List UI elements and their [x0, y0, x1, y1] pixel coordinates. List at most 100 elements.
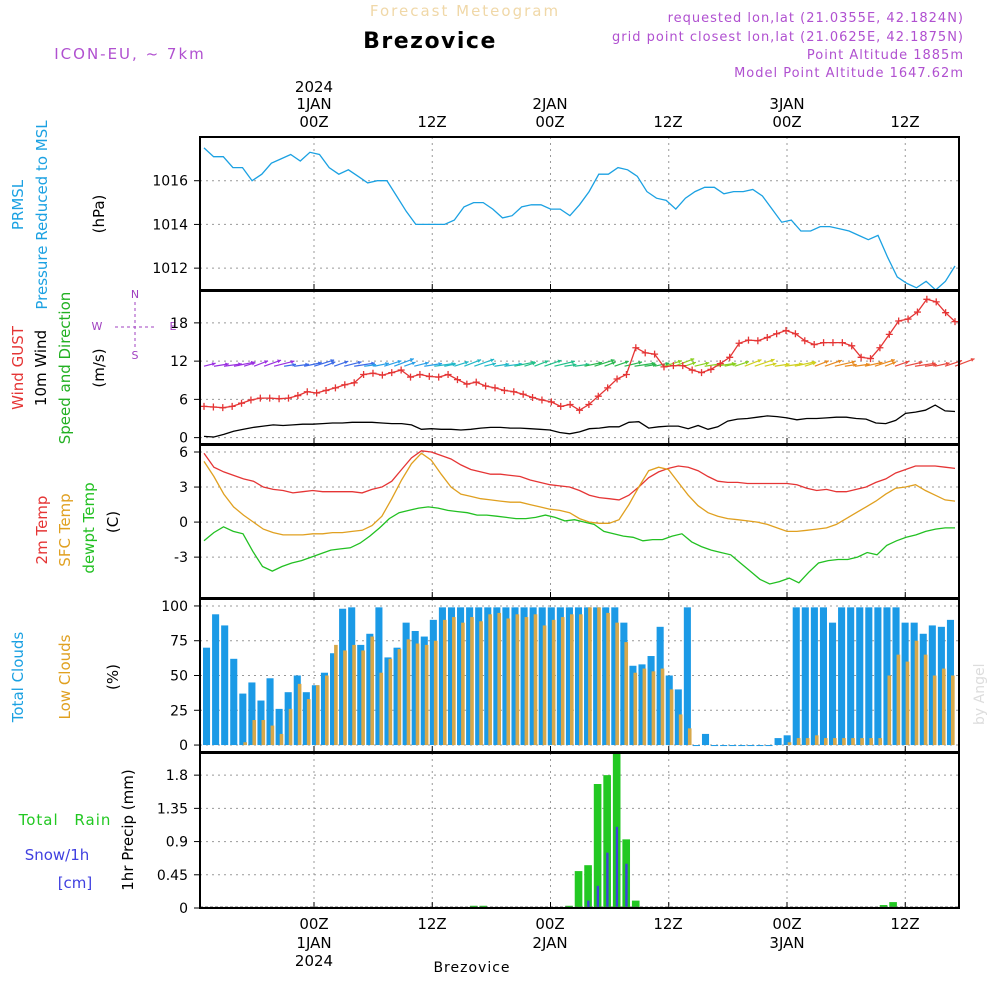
rain-bar-39 [574, 871, 583, 908]
ytick-label-p2-2: 3 [179, 480, 188, 496]
cloud-total-bar-2 [221, 625, 229, 746]
cloud-low-bar-8 [279, 733, 284, 746]
gust-point-53 [698, 369, 706, 377]
cloud-total-bar-18 [366, 633, 374, 746]
bottom-date-1: 1JAN [296, 934, 331, 952]
top-title: Forecast Meteogram [370, 2, 560, 20]
cloud-total-bar-43 [593, 607, 601, 746]
wind-dir-head-0 [211, 362, 216, 366]
cloud-low-bar-23 [415, 643, 420, 746]
panel-frame-0 [199, 136, 960, 291]
wind-dir-head-6 [277, 359, 282, 364]
top-hour-5: 00Z [772, 113, 801, 131]
wind-dir-head-69 [905, 360, 910, 365]
wind-dir-head-7 [290, 360, 295, 364]
cloud-low-bar-66 [805, 738, 810, 746]
gust-point-38 [557, 402, 565, 410]
bottom-date-3: 3JAN [769, 934, 804, 952]
gust-point-58 [744, 336, 752, 344]
cloud-total-bar-27 [447, 607, 456, 746]
gust-point-34 [519, 390, 527, 398]
cloud-total-bar-49 [647, 656, 655, 746]
gust-point-73 [885, 330, 893, 338]
ytick-label-p2-1: 0 [179, 515, 188, 531]
snow-bar-40 [587, 900, 590, 908]
winddir-label: Speed and Direction [56, 292, 74, 445]
cloud-total-bar-75 [883, 607, 891, 746]
ytick-label-p1-1: 6 [179, 392, 188, 408]
cloud-low-bar-72 [860, 738, 864, 746]
wind-dir-head-44 [652, 363, 657, 367]
cloud-total-bar-61 [756, 745, 764, 747]
cloud-total-bar-41 [574, 607, 583, 746]
gust-point-29 [472, 378, 480, 386]
top-date-3: 3JAN [769, 95, 804, 113]
cloud-low-bar-30 [479, 621, 483, 746]
ytick-label-p1-2: 12 [170, 354, 188, 370]
wind-dir-head-49 [705, 361, 710, 366]
compass-e: E [170, 320, 177, 333]
cloud-low-bar-81 [941, 668, 946, 746]
cloud-total-bar-81 [937, 626, 945, 746]
cloud-low-bar-11 [306, 699, 311, 746]
wind-dir-head-25 [464, 360, 469, 365]
gust-label: Wind GUST [9, 325, 27, 410]
gust-point-50 [669, 362, 677, 370]
wind-line-10m-wind [203, 404, 956, 438]
snow-bar-41 [596, 885, 600, 908]
gust-point-44 [613, 375, 621, 383]
pressure-label-1: PRMSL [9, 179, 27, 230]
ytick-label-p3-3: 75 [170, 634, 188, 650]
gust-point-69 [848, 342, 856, 350]
gust-point-21 [397, 366, 405, 374]
gust-point-26 [444, 371, 452, 379]
ytick-label-p2-3: 6 [179, 445, 188, 461]
cloud-total-bar-78 [910, 622, 918, 746]
gust-point-55 [716, 360, 724, 368]
gust-point-36 [538, 396, 546, 404]
cloud-low-bar-43 [597, 607, 601, 746]
cloud-total-bar-8 [275, 708, 283, 746]
wind-dir-head-34 [557, 359, 562, 364]
gust-point-12 [313, 389, 321, 397]
cloud-low-bar-22 [406, 639, 411, 746]
cloud-total-bar-76 [892, 607, 900, 746]
gust-point-62 [782, 327, 790, 335]
gust-point-78 [932, 298, 940, 306]
gust-point-79 [942, 309, 950, 317]
snow-bar-44 [625, 863, 628, 908]
cloud-total-bar-30 [475, 607, 483, 746]
cloud-low-bar-15 [343, 650, 347, 746]
cloud-low-bar-5 [252, 720, 257, 746]
wind-dir-head-39 [610, 359, 615, 363]
model-label: ICON-EU, ~ 7km [54, 45, 206, 63]
cloud-low-bar-4 [243, 742, 248, 746]
gust-point-7 [266, 394, 274, 402]
wind-dir-head-14 [357, 360, 362, 365]
compass-rose: N W E S [92, 288, 177, 362]
gust-point-22 [407, 373, 415, 381]
ytick-label-p0-1: 1014 [152, 217, 188, 233]
cloud-total-bar-54 [692, 745, 700, 747]
cloud-low-bar-52 [678, 714, 683, 746]
gust-point-20 [388, 369, 396, 377]
cloud-low-bar-48 [642, 668, 647, 746]
ytick-label-p4-4: 1.8 [166, 768, 188, 784]
cloud-total-bar-37 [538, 607, 546, 746]
ytick-label-p4-0: 0 [179, 901, 188, 917]
cloud-total-bar-55 [701, 733, 710, 746]
station-title: Brezovice [363, 29, 497, 54]
gust-point-57 [735, 339, 743, 347]
snow-bar-42 [606, 852, 609, 908]
cloud-total-bar-11 [302, 692, 310, 746]
requested-coords: requested lon,lat (21.0355E, 42.1824N) [668, 11, 964, 26]
cloud-total-bar-77 [901, 622, 909, 746]
cloud-low-bar-12 [315, 685, 320, 746]
cloud-total-bar-52 [674, 689, 682, 746]
cloud-low-bar-79 [923, 654, 928, 746]
rain-bar-38 [565, 905, 573, 908]
cloud-total-bar-4 [239, 693, 247, 746]
wind-dir-head-8 [292, 363, 296, 367]
temperature-line-dewpt-temp [203, 506, 955, 585]
